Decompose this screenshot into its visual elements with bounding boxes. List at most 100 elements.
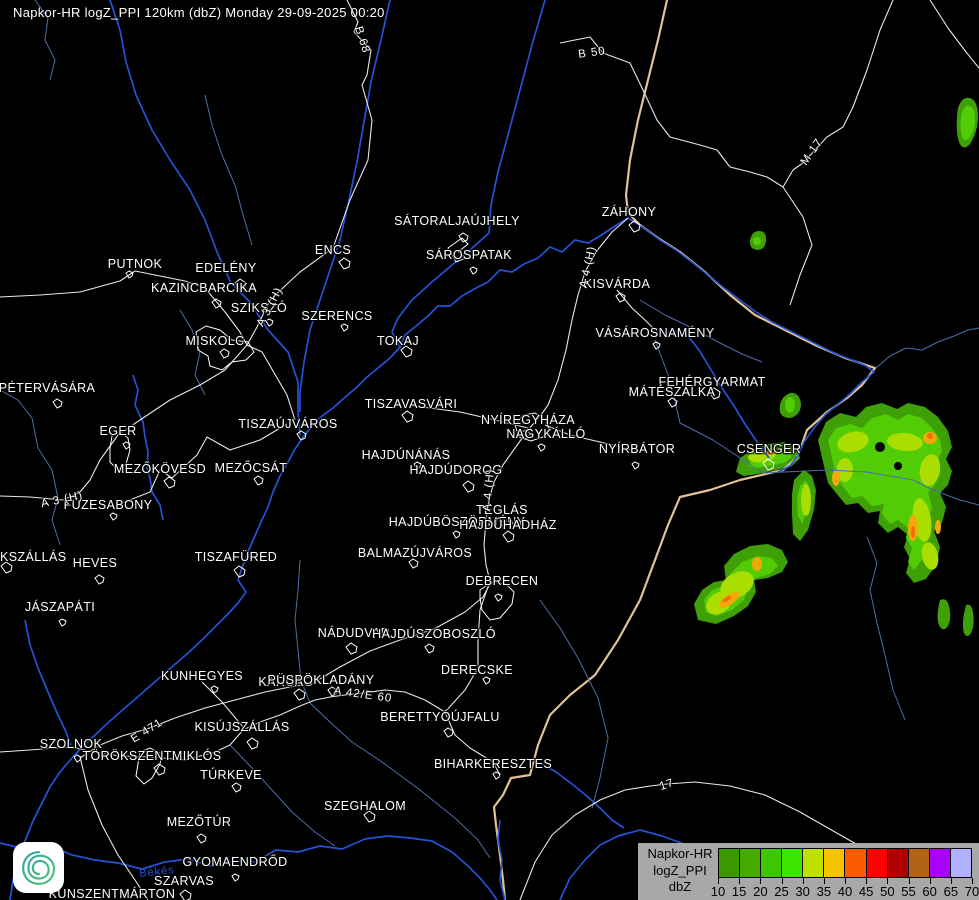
- town-outline: [762, 458, 775, 471]
- city-label: DEBRECEN: [465, 574, 539, 588]
- legend-swatch: [761, 849, 783, 877]
- legend-tick: [802, 878, 804, 884]
- city-label: ENCS: [314, 243, 352, 257]
- town-outline: [520, 429, 531, 440]
- city-label: EDELÉNY: [195, 261, 257, 275]
- legend-tick-label: 20: [753, 884, 768, 899]
- legend-tick: [929, 878, 931, 884]
- legend-tick-label: 50: [880, 884, 895, 899]
- city-label: EGER: [99, 424, 137, 438]
- town-outline: [401, 410, 414, 423]
- legend-swatch: [866, 849, 888, 877]
- spiral-logo-icon: [21, 850, 55, 885]
- city-label: TOKAJ: [376, 334, 420, 348]
- town-outline: [196, 833, 207, 844]
- town-outline: [231, 782, 242, 793]
- legend-tick-label: 60: [922, 884, 937, 899]
- town-outline: [469, 266, 478, 275]
- city-label: NÁDUDVAR: [317, 626, 391, 640]
- city-label: MISKOLC: [185, 334, 245, 348]
- town-outline: [122, 441, 131, 450]
- city-label: KAZINCBARCIKA: [151, 281, 257, 295]
- legend-swatch: [740, 849, 762, 877]
- city-label: BERETTYÓÚJFALU: [380, 710, 500, 724]
- road-label: A 42/E 60: [333, 684, 393, 706]
- town-outline: [246, 737, 259, 750]
- legend-tick-label: 40: [837, 884, 853, 899]
- town-outline: [210, 685, 219, 694]
- legend-product-name: Napkor-HR: [647, 846, 713, 861]
- town-outline: [363, 810, 376, 823]
- legend-product-type: logZ_PPI: [653, 862, 707, 878]
- town-outline: [462, 480, 475, 493]
- city-label: NYÍREGYHÁZA: [481, 413, 575, 427]
- radar-echo-layer: [694, 97, 978, 636]
- town-outline: [537, 443, 546, 452]
- legend-color-bar: [718, 848, 972, 878]
- legend-text: Napkor-HR logZ_PPI dbZ: [642, 846, 718, 896]
- city-label: MÁTÉSZALKA: [628, 385, 716, 399]
- city-label: MEZŐCSÁT: [214, 461, 288, 475]
- city-label: KUNHEGYES: [160, 669, 244, 683]
- town-outline: [211, 298, 222, 309]
- legend-tick: [760, 878, 762, 884]
- legend-swatch: [845, 849, 867, 877]
- city-label: TÖRÖKSZENTMIKLÓS: [82, 749, 222, 763]
- city-label: KISÚJSZÁLLÁS: [194, 720, 290, 734]
- legend-swatch: [908, 849, 930, 877]
- city-label: TISZAFÜRED: [194, 550, 278, 564]
- town-outline: [125, 270, 134, 279]
- town-outline: [413, 461, 422, 470]
- legend-swatch: [929, 849, 951, 877]
- legend-tick: [972, 878, 973, 884]
- town-outline: [293, 688, 306, 701]
- legend-tick-label: 45: [858, 884, 874, 899]
- legend-tick-label: 35: [816, 884, 832, 899]
- city-label: FÜZESABONY: [63, 498, 153, 512]
- echo-holes: [860, 442, 902, 527]
- legend-tick: [866, 878, 868, 884]
- city-label: SZARVAS: [154, 874, 214, 888]
- legend-tick-label: 65: [943, 884, 959, 899]
- town-outline: [265, 318, 274, 327]
- town-outline: [458, 232, 469, 243]
- city-label: SÁROSPATAK: [426, 248, 512, 262]
- town-outline: [615, 292, 626, 303]
- legend-tick-label: 55: [901, 884, 916, 899]
- town-outline: [234, 278, 247, 291]
- road-label: 17: [658, 777, 676, 793]
- city-label: SZIKSZÓ: [230, 301, 288, 315]
- city-label: BALMAZÚJVÁROS: [357, 546, 473, 560]
- town-outline-layer: [0, 220, 775, 900]
- town-outline: [52, 398, 63, 409]
- legend-tick: [739, 878, 741, 884]
- town-outline: [219, 348, 230, 359]
- town-outline: [443, 727, 454, 738]
- city-label: VÁSÁROSNAMÉNY: [595, 326, 715, 340]
- city-label: BIHARKERESZTES: [433, 757, 553, 771]
- town-outline: [296, 430, 307, 441]
- city-label: KUNSZENTMÁRTON: [48, 887, 176, 900]
- city-label: NYÍRBÁTOR: [598, 442, 676, 456]
- town-outline: [153, 763, 166, 776]
- city-label: PÉTERVÁSÁRA: [0, 381, 96, 395]
- legend-tick: [781, 878, 783, 884]
- legend-tick-label: 25: [774, 884, 789, 899]
- legend-tick-label: 15: [731, 884, 747, 899]
- town-outline: [163, 476, 176, 489]
- city-label: KSZÁLLÁS: [0, 550, 67, 564]
- road-label: B 68: [352, 24, 372, 56]
- legend-panel: Napkor-HR logZ_PPI dbZ 10 15 20 25 30 35 40 45 5…: [638, 843, 979, 900]
- city-label: JÁSZAPÁTI: [24, 600, 96, 614]
- city-label: TÚRKEVE: [200, 768, 262, 782]
- city-label: KISVÁRDA: [583, 277, 651, 291]
- city-label: HAJDÚBÖSZÖRMÉNY: [388, 515, 526, 529]
- town-outline: [345, 642, 358, 655]
- city-label: MEZŐTÚR: [166, 815, 232, 829]
- city-label: HAJDÚDOROG: [409, 463, 503, 477]
- town-outline: [482, 676, 491, 685]
- legend-tick: [887, 878, 889, 884]
- town-outline: [58, 618, 67, 627]
